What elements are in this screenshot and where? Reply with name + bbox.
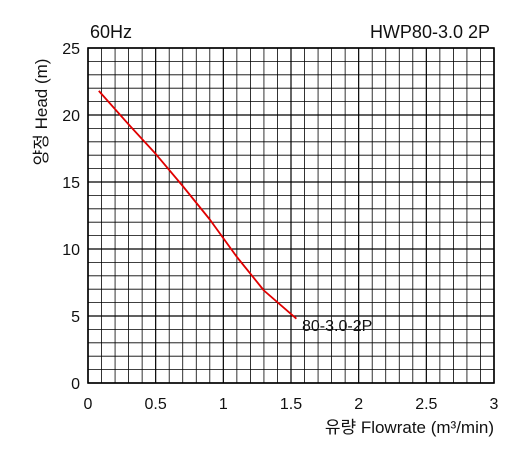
header-model: HWP80-3.0 2P <box>370 22 490 42</box>
x-tick-label: 3 <box>490 396 499 413</box>
x-tick-label: 2 <box>354 396 363 413</box>
series-line-80-3-0-2p <box>98 90 297 320</box>
plot-frame <box>87 47 495 384</box>
y-tick-label: 5 <box>71 309 80 326</box>
header-frequency: 60Hz <box>90 22 132 42</box>
y-tick-label: 20 <box>62 108 80 125</box>
series-layer <box>98 90 297 320</box>
x-tick-label: 0 <box>84 396 93 413</box>
x-tick-label: 1.5 <box>280 396 302 413</box>
y-tick-label: 15 <box>62 175 80 192</box>
y-tick-labels: 0 5 10 15 20 25 <box>62 41 80 393</box>
y-tick-label: 25 <box>62 41 80 58</box>
y-axis-title: 양정 Head (m) <box>32 59 51 166</box>
curve-label: 80-3.0-2P <box>302 318 372 335</box>
x-tick-label: 0.5 <box>145 396 167 413</box>
x-axis-title: 유량 Flowrate (m³/min) <box>325 418 494 437</box>
x-tick-labels: 0 0.5 1 1.5 2 2.5 3 <box>84 396 499 413</box>
x-tick-label: 2.5 <box>415 396 437 413</box>
y-tick-label: 0 <box>71 376 80 393</box>
y-tick-label: 10 <box>62 242 80 259</box>
x-tick-label: 1 <box>219 396 228 413</box>
grid-major <box>87 47 495 384</box>
